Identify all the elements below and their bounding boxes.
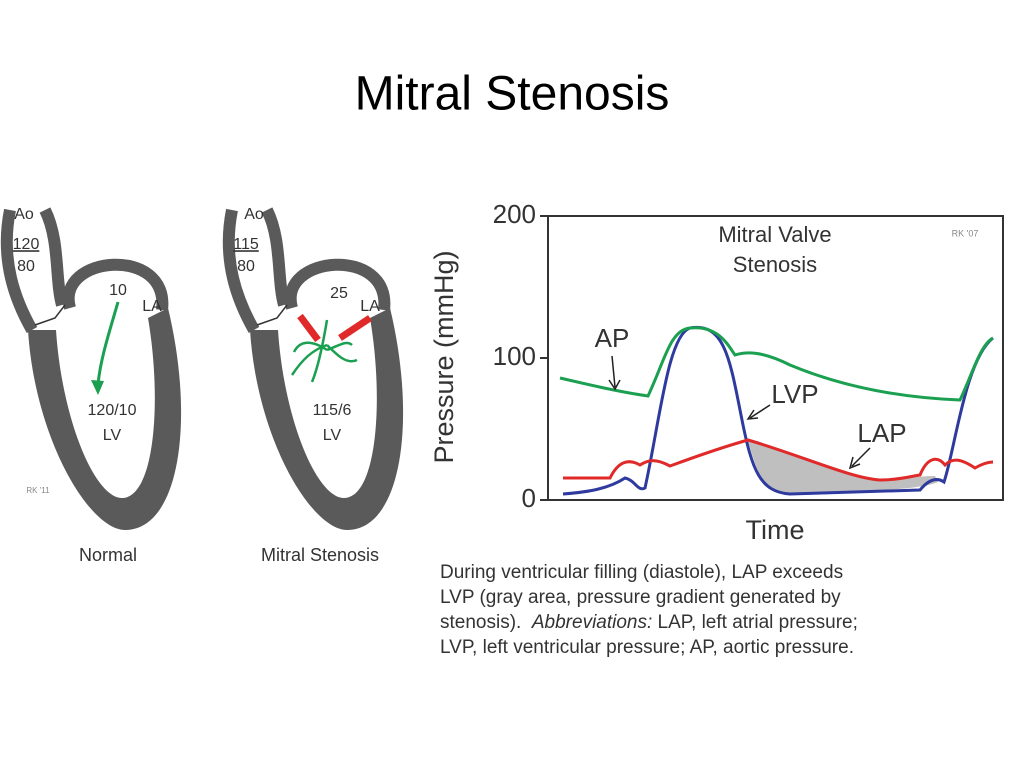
label: LV: [323, 427, 342, 444]
annotation: LAP: [857, 418, 906, 448]
label: LA: [360, 298, 380, 315]
lv-wall: [28, 308, 182, 530]
valve: [34, 304, 66, 326]
signature: RK '11: [26, 486, 50, 495]
arrow-head: [91, 380, 104, 395]
chart-title: Mitral Valve: [718, 222, 831, 247]
heart-caption: Mitral Stenosis: [261, 545, 379, 565]
caption-line: stenosis). Abbreviations: LAP, left atri…: [440, 610, 1020, 635]
atrium: [284, 258, 391, 311]
label: 80: [237, 258, 255, 275]
y-tick-label: 200: [493, 199, 536, 229]
caption-text: stenosis).: [440, 612, 532, 633]
label: LV: [103, 427, 122, 444]
aorta-wall: [39, 207, 68, 307]
lvp-curve: [562, 325, 994, 496]
aorta-wall: [0, 208, 38, 333]
annotation: AP: [595, 323, 630, 353]
slide-title: Mitral Stenosis: [355, 68, 670, 121]
caption: During ventricular filling (diastole), L…: [440, 560, 1020, 660]
label: Ao: [14, 206, 34, 223]
aorta-wall: [222, 208, 260, 333]
caption-line: During ventricular filling (diastole), L…: [440, 562, 844, 583]
pressure-chart: Mitral Valve Stenosis RK '07 AP LVP LAP …: [429, 199, 1004, 545]
aorta-wall: [261, 207, 290, 307]
stenosis-heart: Ao 115 80 25 LA 115/6 LV Mitral Stenosis: [222, 206, 404, 565]
label: LA: [142, 298, 162, 315]
label: 25: [330, 285, 348, 302]
caption-italic: Abbreviations:: [531, 612, 653, 633]
heart-caption: Normal: [79, 545, 137, 565]
annotation: LVP: [771, 379, 818, 409]
label: 115/6: [313, 402, 352, 419]
y-tick-label: 100: [493, 341, 536, 371]
label: 120: [13, 236, 40, 253]
chart-title: Stenosis: [733, 252, 817, 277]
annotation-arrows: [608, 355, 871, 470]
y-tick-label: 0: [522, 483, 536, 513]
atrium: [62, 258, 169, 311]
caption-line: LVP (gray area, pressure gradient genera…: [440, 587, 841, 608]
x-axis-label: Time: [746, 515, 805, 545]
stenotic-valve: [297, 313, 372, 343]
label: 80: [17, 258, 35, 275]
signature: RK '07: [952, 228, 979, 238]
label: 10: [109, 282, 127, 299]
label: Ao: [244, 206, 264, 223]
flow-arrows: [290, 319, 358, 383]
valve: [256, 304, 288, 326]
y-axis-label: Pressure (mmHg): [429, 250, 459, 463]
label: 120/10: [88, 402, 137, 419]
label: 115: [233, 236, 259, 253]
lap-curve: [563, 438, 994, 482]
normal-heart: [0, 207, 169, 333]
ap-curve: [559, 326, 994, 402]
lv-wall: [250, 308, 404, 530]
caption-text: LAP, left atrial pressure;: [652, 612, 858, 633]
caption-line: LVP, left ventricular pressure; AP, aort…: [440, 637, 854, 658]
flow-arrow: [96, 301, 120, 386]
